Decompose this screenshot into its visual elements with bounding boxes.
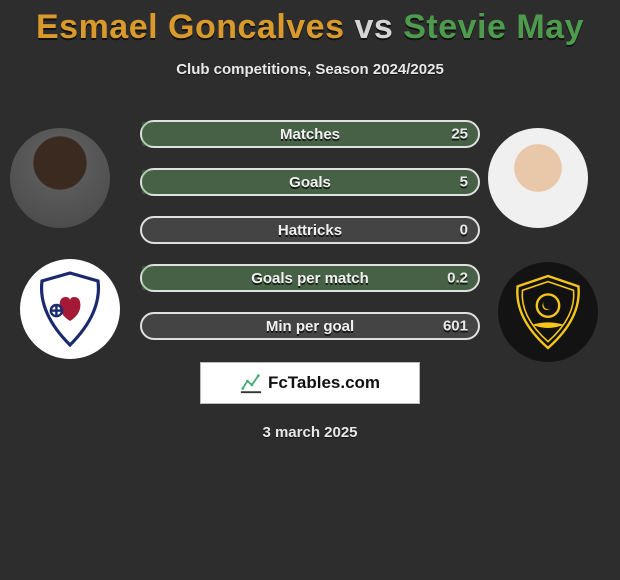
player2-avatar	[488, 128, 588, 228]
stat-bar: Hattricks 0	[140, 216, 480, 244]
title-player2: Stevie May	[403, 8, 584, 46]
stat-value-right: 0.2	[447, 270, 468, 287]
title-vs: vs	[354, 8, 393, 46]
subtitle: Club competitions, Season 2024/2025	[0, 61, 620, 78]
stat-value-right: 0	[460, 222, 468, 239]
stat-bar: Goals per match 0.2	[140, 264, 480, 292]
brand-attribution: FcTables.com	[200, 362, 420, 404]
player2-club-crest	[498, 262, 598, 362]
stat-bar: Matches 25	[140, 120, 480, 148]
stat-label: Goals	[289, 174, 331, 191]
player1-club-crest	[20, 259, 120, 359]
date-text: 3 march 2025	[0, 424, 620, 441]
stat-bar: Goals 5	[140, 168, 480, 196]
stat-value-right: 25	[451, 126, 468, 143]
stat-label: Matches	[280, 126, 340, 143]
player1-photo-placeholder	[10, 128, 110, 228]
stat-bar: Min per goal 601	[140, 312, 480, 340]
player1-avatar	[10, 128, 110, 228]
comparison-card: Esmael Goncalves vs Stevie May Club comp…	[0, 0, 620, 580]
stat-label: Goals per match	[251, 270, 369, 287]
stat-label: Hattricks	[278, 222, 342, 239]
chart-icon	[240, 372, 262, 394]
stat-value-right: 601	[443, 318, 468, 335]
shield-icon	[508, 272, 588, 352]
stat-label: Min per goal	[266, 318, 354, 335]
shield-icon	[30, 269, 110, 349]
title-player1: Esmael Goncalves	[36, 8, 345, 46]
stat-bars: Matches 25 Goals 5 Hattricks 0 Goals per match…	[140, 120, 480, 340]
brand-text: FcTables.com	[268, 373, 380, 393]
stat-value-right: 5	[460, 174, 468, 191]
page-title: Esmael Goncalves vs Stevie May	[0, 8, 620, 47]
player2-photo-placeholder	[488, 128, 588, 228]
